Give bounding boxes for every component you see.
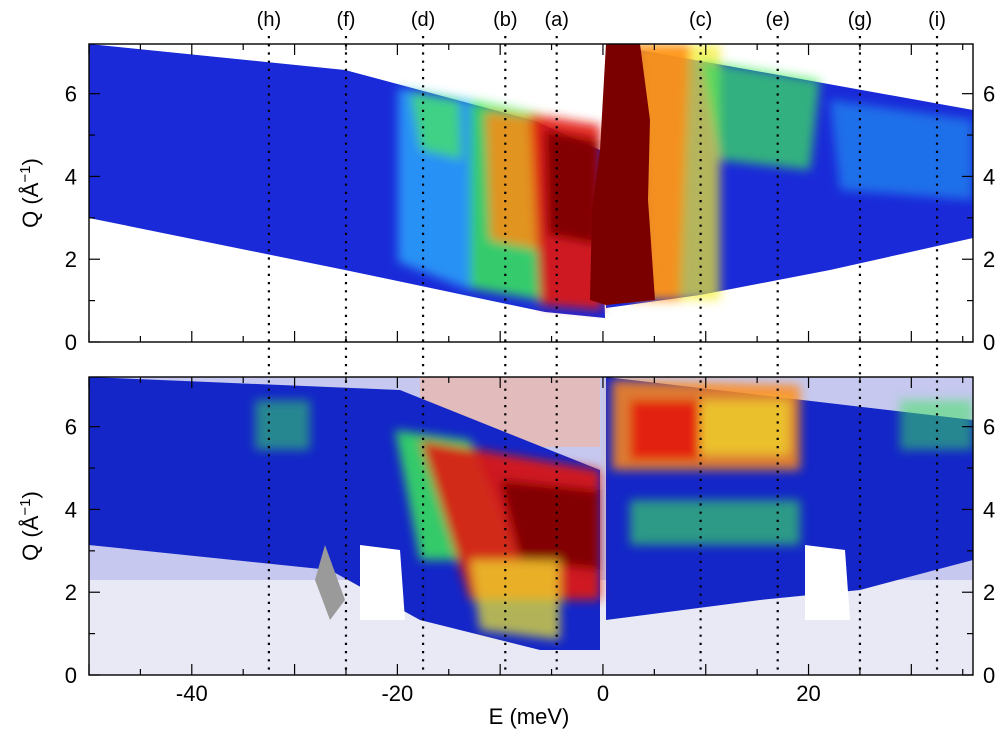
bot-y-tick-label-right: 4 [983,497,995,522]
bot-y-tick-label: 0 [65,663,77,688]
top-y-axis-label: Q (Å−1) [17,158,43,228]
bottom-feature-pos-red [630,400,700,460]
cut-label: (i) [928,9,946,31]
top-y-tick-label-right: 4 [983,164,995,189]
bottom-feature-i [900,400,973,450]
bottom-feature-pos-green [630,500,800,545]
bottom-frame [88,376,974,676]
cut-label: (f) [337,9,356,31]
bottom-y-axis: 0 2 4 6 [65,415,100,688]
bottom-y-axis-right: 0 2 4 6 [962,415,995,688]
cut-markers: (h) (f) (d) (b) (a) (c) (e) (g) (i) [257,9,946,675]
top-y-tick-label: 4 [65,164,77,189]
cut-label: (g) [848,9,872,31]
bot-y-tick-label-right: 2 [983,580,995,605]
top-y-tick-label-right: 2 [983,247,995,272]
top-y-tick-label-right: 0 [983,330,995,355]
bottom-feature-pos-yellow [700,400,790,455]
bot-y-tick-label-right: 0 [983,663,995,688]
cut-label: (c) [689,9,712,31]
bottom-feature-neg-dark [500,480,598,570]
bottom-feature-neg-yellow [470,560,560,640]
bottom-panel: 0 2 4 6 0 2 4 6 -40 -20 0 20 Q (Å−1) E (meV) [17,376,995,729]
bottom-x-axis-label: E (meV) [489,704,570,729]
cut-label: (d) [411,9,435,31]
cut-label: (e) [765,9,789,31]
x-tick-label: 20 [796,681,820,706]
bottom-mask-right [805,545,850,620]
bot-y-tick-label: 2 [65,580,77,605]
cut-label: (h) [257,9,281,31]
top-y-tick-label: 6 [65,82,77,107]
bottom-feature-h [255,400,310,450]
x-tick-label: -40 [176,681,208,706]
x-tick-label: 0 [597,681,609,706]
top-elastic-line [590,44,655,305]
bot-y-tick-label-right: 6 [983,415,995,440]
bot-y-tick-label: 4 [65,497,77,522]
top-feature-e [700,60,820,170]
top-y-axis-right: 0 2 4 6 [962,82,995,355]
cut-label: (a) [544,9,568,31]
top-y-axis: 0 2 4 6 [65,82,100,355]
top-y-tick-label: 0 [65,330,77,355]
bottom-x-axis: -40 -20 0 20 [88,377,964,706]
bottom-mask-left [315,545,345,620]
top-panel: 0 2 4 6 0 2 4 6 Q (Å−1) [17,43,995,355]
top-y-tick-label: 2 [65,247,77,272]
bot-y-tick-label: 6 [65,415,77,440]
top-feature-b-orange [485,112,540,250]
bottom-heatmap [89,377,973,675]
cut-label: (b) [493,9,517,31]
x-tick-label: -20 [381,681,413,706]
top-frame [88,43,974,343]
top-y-tick-label-right: 6 [983,82,995,107]
bottom-y-axis-label: Q (Å−1) [17,491,43,561]
bottom-mask-mid [360,545,405,620]
top-feature-a-dark [545,130,598,245]
top-feature-g [830,100,973,200]
top-heatmap [89,44,973,318]
